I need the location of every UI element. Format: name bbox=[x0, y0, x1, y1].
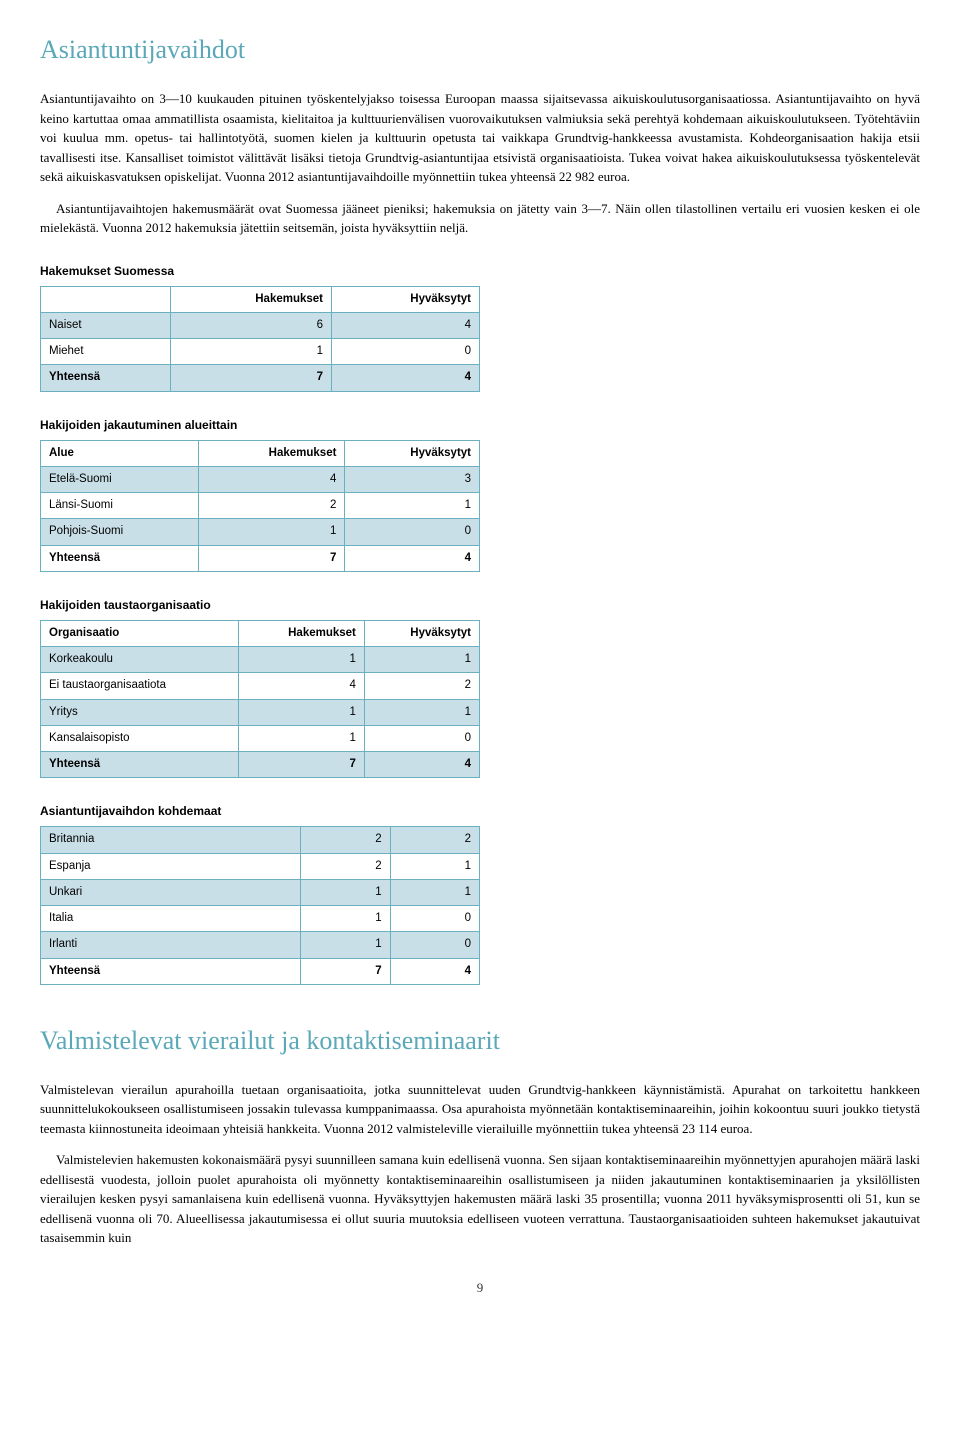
table-row-label: Yhteensä bbox=[41, 958, 301, 984]
table3-h1: Hakemukset bbox=[239, 620, 365, 646]
table-row-c1: 1 bbox=[301, 932, 390, 958]
table3-h0: Organisaatio bbox=[41, 620, 239, 646]
table-row-label: Korkeakoulu bbox=[41, 647, 239, 673]
table-row-label: Ei taustaorganisaatiota bbox=[41, 673, 239, 699]
table-row-label: Yritys bbox=[41, 699, 239, 725]
table4-body: Britannia22Espanja21Unkari11Italia10Irla… bbox=[41, 827, 480, 985]
table4: Britannia22Espanja21Unkari11Italia10Irla… bbox=[40, 826, 480, 985]
table-row-c2: 4 bbox=[332, 312, 480, 338]
table-row-c1: 1 bbox=[170, 339, 331, 365]
table-row-label: Pohjois-Suomi bbox=[41, 519, 199, 545]
table3-body: Korkeakoulu11Ei taustaorganisaatiota42Yr… bbox=[41, 647, 480, 778]
table-row-label: Miehet bbox=[41, 339, 171, 365]
table2-body: Etelä-Suomi43Länsi-Suomi21Pohjois-Suomi1… bbox=[41, 466, 480, 571]
table3-title: Hakijoiden taustaorganisaatio bbox=[40, 596, 920, 614]
table-row-c1: 1 bbox=[198, 519, 345, 545]
table-row-label: Yhteensä bbox=[41, 545, 199, 571]
table-row-c1: 7 bbox=[198, 545, 345, 571]
table-row-c1: 7 bbox=[301, 958, 390, 984]
table-row-label: Kansalaisopisto bbox=[41, 725, 239, 751]
table-row-label: Britannia bbox=[41, 827, 301, 853]
table-row-c1: 7 bbox=[170, 365, 331, 391]
table2-h2: Hyväksytyt bbox=[345, 440, 480, 466]
table-row-c2: 4 bbox=[390, 958, 479, 984]
table-row-c1: 4 bbox=[239, 673, 365, 699]
table-row-c2: 0 bbox=[332, 339, 480, 365]
table-row-c2: 2 bbox=[364, 673, 479, 699]
page-number: 9 bbox=[40, 1278, 920, 1298]
section1-para-1: Asiantuntijavaihtojen hakemusmäärät ovat… bbox=[40, 199, 920, 238]
section2-title: Valmistelevat vierailut ja kontaktisemin… bbox=[40, 1021, 920, 1060]
table1: Hakemukset Hyväksytyt Naiset64Miehet10Yh… bbox=[40, 286, 480, 392]
table-row-label: Unkari bbox=[41, 879, 301, 905]
section2-para-1: Valmistelevien hakemusten kokonaismäärä … bbox=[40, 1150, 920, 1248]
table-row-c2: 1 bbox=[345, 493, 480, 519]
table3: Organisaatio Hakemukset Hyväksytyt Korke… bbox=[40, 620, 480, 779]
table-row-c1: 1 bbox=[239, 699, 365, 725]
section1-title: Asiantuntijavaihdot bbox=[40, 30, 920, 69]
table2-title: Hakijoiden jakautuminen alueittain bbox=[40, 416, 920, 434]
table-row-c1: 7 bbox=[239, 752, 365, 778]
table-row-label: Naiset bbox=[41, 312, 171, 338]
table-row-c2: 4 bbox=[364, 752, 479, 778]
table-row-label: Etelä-Suomi bbox=[41, 466, 199, 492]
table1-h0 bbox=[41, 286, 171, 312]
table-row-label: Irlanti bbox=[41, 932, 301, 958]
table-row-c1: 1 bbox=[239, 647, 365, 673]
table-row-c2: 0 bbox=[364, 725, 479, 751]
table-row-c2: 2 bbox=[390, 827, 479, 853]
table4-title: Asiantuntijavaihdon kohdemaat bbox=[40, 802, 920, 820]
section2-para-0: Valmistelevan vierailun apurahoilla tuet… bbox=[40, 1080, 920, 1139]
table-row-c2: 1 bbox=[390, 879, 479, 905]
table-row-c1: 4 bbox=[198, 466, 345, 492]
table-row-c2: 4 bbox=[332, 365, 480, 391]
table-row-c1: 1 bbox=[301, 906, 390, 932]
table-row-c2: 0 bbox=[345, 519, 480, 545]
table-row-c2: 0 bbox=[390, 932, 479, 958]
table-row-c1: 2 bbox=[301, 827, 390, 853]
section1-para-0: Asiantuntijavaihto on 3—10 kuukauden pit… bbox=[40, 89, 920, 187]
table-row-label: Länsi-Suomi bbox=[41, 493, 199, 519]
table2: Alue Hakemukset Hyväksytyt Etelä-Suomi43… bbox=[40, 440, 480, 572]
table-row-label: Yhteensä bbox=[41, 752, 239, 778]
table1-title: Hakemukset Suomessa bbox=[40, 262, 920, 280]
table1-body: Naiset64Miehet10Yhteensä74 bbox=[41, 312, 480, 391]
table2-h0: Alue bbox=[41, 440, 199, 466]
table-row-label: Yhteensä bbox=[41, 365, 171, 391]
table1-h1: Hakemukset bbox=[170, 286, 331, 312]
table-row-c1: 1 bbox=[239, 725, 365, 751]
table2-h1: Hakemukset bbox=[198, 440, 345, 466]
table3-h2: Hyväksytyt bbox=[364, 620, 479, 646]
table-row-label: Italia bbox=[41, 906, 301, 932]
table-row-c2: 1 bbox=[390, 853, 479, 879]
table-row-c2: 3 bbox=[345, 466, 480, 492]
table-row-c1: 6 bbox=[170, 312, 331, 338]
table-row-label: Espanja bbox=[41, 853, 301, 879]
table-row-c2: 1 bbox=[364, 647, 479, 673]
table-row-c1: 2 bbox=[198, 493, 345, 519]
table-row-c1: 1 bbox=[301, 879, 390, 905]
table-row-c2: 1 bbox=[364, 699, 479, 725]
table-row-c2: 4 bbox=[345, 545, 480, 571]
table1-h2: Hyväksytyt bbox=[332, 286, 480, 312]
table-row-c2: 0 bbox=[390, 906, 479, 932]
table-row-c1: 2 bbox=[301, 853, 390, 879]
